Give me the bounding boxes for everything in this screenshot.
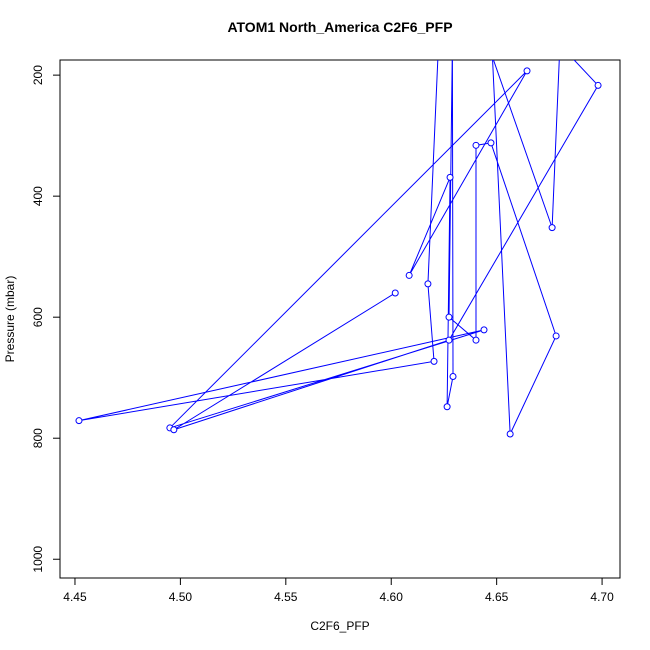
point: [445, 313, 453, 321]
x-tick-label: 4.70: [590, 590, 614, 604]
x-axis-label: C2F6_PFP: [310, 619, 369, 633]
x-tick-label: 4.45: [63, 590, 87, 604]
y-tick-label: 400: [31, 186, 45, 206]
point: [446, 173, 454, 181]
y-tick-label: 200: [31, 65, 45, 85]
point: [445, 336, 453, 344]
point: [552, 332, 560, 340]
point: [490, 60, 495, 61]
point: [424, 280, 432, 288]
point: [480, 326, 488, 334]
x-tick-label: 4.60: [380, 590, 404, 604]
plot-area: [75, 42, 602, 438]
point: [487, 139, 495, 147]
point: [523, 67, 531, 75]
point: [472, 336, 480, 344]
chart-title: ATOM1 North_America C2F6_PFP: [227, 19, 452, 35]
point: [405, 271, 413, 279]
point: [557, 42, 563, 48]
point: [435, 42, 441, 48]
plot-frame: [59, 59, 621, 579]
x-tick-label: 4.55: [274, 590, 298, 604]
x-tick-label: 4.65: [485, 590, 509, 604]
point: [506, 430, 514, 438]
point: [548, 224, 556, 232]
y-tick-label: 1000: [31, 546, 45, 573]
point: [472, 141, 480, 149]
point: [449, 42, 455, 48]
y-tick-label: 800: [31, 428, 45, 448]
x-tick-label: 4.50: [169, 590, 193, 604]
series-line: [78, 60, 599, 435]
point: [449, 372, 457, 380]
point: [75, 417, 83, 425]
point: [443, 403, 451, 411]
point: [430, 357, 438, 365]
point: [594, 81, 602, 89]
point: [391, 289, 399, 297]
y-axis-label: Pressure (mbar): [3, 276, 17, 363]
point: [170, 426, 178, 434]
y-tick-label: 600: [31, 307, 45, 327]
